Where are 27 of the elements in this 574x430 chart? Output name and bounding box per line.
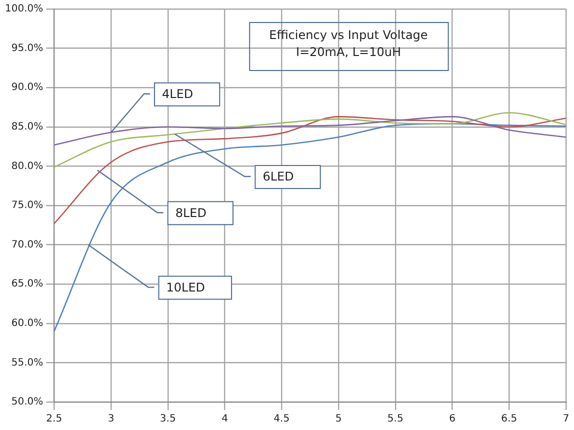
annotation: 10LED [166, 280, 206, 294]
x-tick-label: 2.5 [46, 414, 62, 425]
x-tick-label: 4 [222, 414, 228, 425]
y-tick-label: 50.0% [11, 396, 44, 408]
annotation: 8LED [175, 206, 207, 220]
y-tick-label: 100.0% [4, 4, 44, 15]
y-tick-label: 95.0% [11, 42, 44, 54]
x-tick-label: 3.5 [160, 414, 176, 425]
y-tick-label: 75.0% [11, 200, 44, 212]
y-tick-label: 90.0% [11, 82, 44, 94]
annotation: 6LED [262, 170, 294, 184]
annotation: 4LED [162, 87, 194, 102]
y-tick-label: 65.0% [11, 278, 44, 290]
y-tick-label: 55.0% [11, 357, 44, 368]
y-tick-label: 85.0% [11, 121, 44, 132]
y-tick-label: 70.0% [11, 239, 44, 250]
x-tick-label: 6.5 [501, 414, 518, 425]
x-tick-label: 5.5 [387, 414, 404, 425]
x-tick-label: 6 [449, 414, 456, 425]
text: Efficiency vs Input Voltage [269, 28, 428, 42]
x-tick-label: 4.5 [274, 414, 290, 425]
x-tick-label: 3 [108, 414, 114, 425]
y-tick-label: 80.0% [11, 160, 44, 172]
x-tick-label: 7 [562, 414, 570, 425]
x-tick-label: 5 [335, 414, 342, 425]
text: I=20mA, L=10uH [296, 45, 401, 60]
y-tick-label: 60.0% [11, 318, 44, 329]
